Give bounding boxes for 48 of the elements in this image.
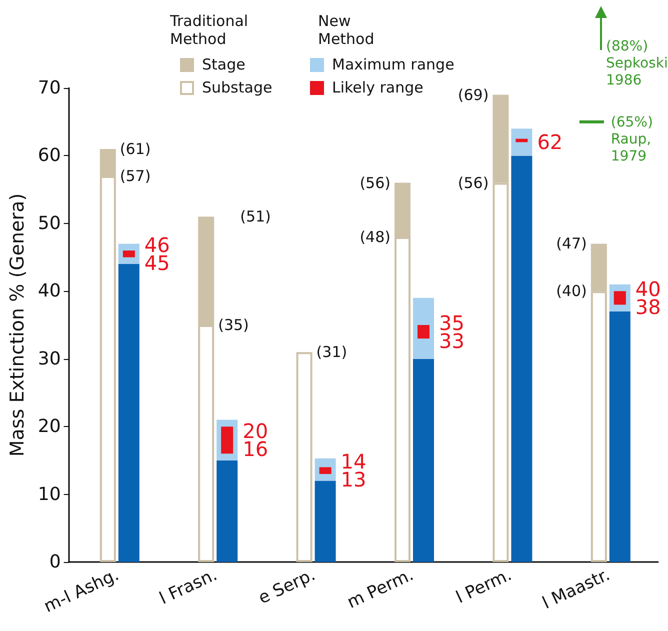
annotation: 16 bbox=[242, 437, 268, 462]
bar bbox=[118, 264, 140, 562]
annotation: (88%) Sepkoski, 1986 bbox=[606, 38, 668, 88]
annotation: (35) bbox=[218, 316, 249, 334]
bar bbox=[221, 426, 234, 454]
bar bbox=[314, 480, 336, 562]
annotation: (51) bbox=[240, 208, 271, 226]
y-tick-label: 0 bbox=[49, 552, 61, 572]
annotation: 13 bbox=[340, 468, 366, 492]
y-tick-label: 70 bbox=[38, 78, 61, 98]
annotation: (61) bbox=[120, 140, 151, 158]
annotation: (47) bbox=[556, 234, 587, 253]
annotation: 62 bbox=[537, 130, 563, 154]
bar bbox=[614, 291, 626, 305]
legend-label: Substage bbox=[202, 78, 272, 96]
bar bbox=[511, 128, 532, 156]
annotation: (57) bbox=[120, 167, 151, 186]
legend-label: Stage bbox=[202, 56, 246, 74]
x-tick-label: m Perm. bbox=[344, 564, 417, 613]
y-axis-title: Mass Extinction % (Genera) bbox=[6, 193, 28, 457]
x-tick-label: e Serp. bbox=[255, 564, 319, 609]
y-tick-label: 30 bbox=[38, 348, 61, 370]
legend-label: Likely range bbox=[332, 78, 424, 96]
annotation: (56) bbox=[360, 174, 390, 192]
annotation: (56) bbox=[458, 174, 489, 192]
bar bbox=[216, 460, 238, 562]
legend-label: Maximum range bbox=[332, 56, 454, 74]
ref-line-label: (65%) Raup, 1979 bbox=[610, 114, 653, 164]
annotation: (69) bbox=[458, 86, 489, 104]
bar bbox=[319, 467, 332, 474]
annotation: (48) bbox=[360, 228, 390, 246]
annotation: (40) bbox=[556, 282, 587, 300]
bar bbox=[418, 325, 430, 339]
bar bbox=[609, 311, 630, 562]
text: New Method bbox=[318, 12, 374, 48]
y-tick-label: 20 bbox=[38, 416, 61, 438]
y-tick-label: 60 bbox=[38, 145, 61, 166]
y-tick-label: 40 bbox=[38, 280, 61, 302]
text: Traditional Method bbox=[169, 12, 248, 48]
x-tick-label: l Frasn. bbox=[156, 564, 220, 609]
x-tick-label: l Perm. bbox=[453, 564, 515, 608]
bar bbox=[413, 358, 434, 562]
bar bbox=[296, 352, 312, 562]
bar bbox=[122, 250, 135, 258]
y-tick-label: 10 bbox=[38, 484, 61, 505]
bar bbox=[511, 156, 532, 562]
y-tick-label: 50 bbox=[38, 212, 61, 234]
annotation: (31) bbox=[316, 343, 348, 362]
